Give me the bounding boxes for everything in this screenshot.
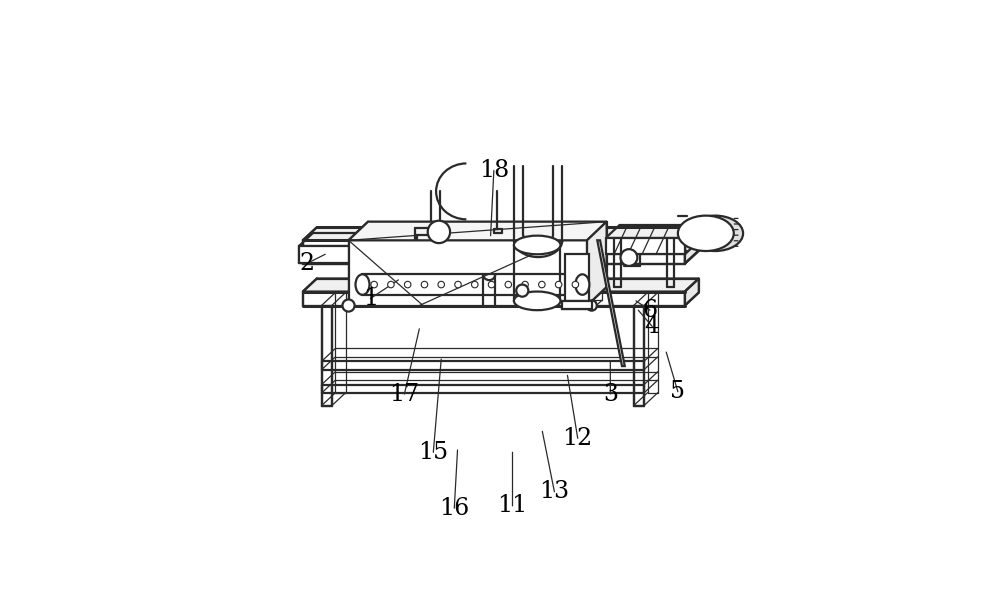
Text: 11: 11	[497, 494, 528, 517]
Circle shape	[455, 281, 461, 288]
Circle shape	[505, 281, 512, 288]
Ellipse shape	[575, 274, 589, 295]
Text: 17: 17	[389, 382, 419, 405]
Text: 4: 4	[645, 315, 660, 338]
Circle shape	[572, 281, 579, 288]
Bar	[562, 301, 592, 309]
Ellipse shape	[356, 274, 369, 295]
Circle shape	[516, 284, 528, 296]
Text: 3: 3	[603, 382, 618, 405]
Polygon shape	[685, 227, 699, 264]
Text: 1: 1	[363, 287, 378, 310]
Ellipse shape	[678, 215, 734, 251]
Circle shape	[555, 281, 562, 288]
Polygon shape	[303, 292, 685, 306]
Polygon shape	[565, 254, 589, 301]
Circle shape	[404, 281, 411, 288]
Circle shape	[587, 301, 597, 310]
Polygon shape	[587, 221, 607, 306]
Circle shape	[488, 281, 495, 288]
Circle shape	[421, 281, 428, 288]
Text: 5: 5	[670, 380, 685, 403]
Polygon shape	[303, 227, 699, 240]
Circle shape	[621, 249, 637, 266]
Polygon shape	[349, 240, 587, 306]
Circle shape	[371, 281, 377, 288]
Polygon shape	[349, 221, 607, 240]
Circle shape	[472, 281, 478, 288]
Text: 18: 18	[479, 159, 509, 182]
Text: 2: 2	[299, 252, 314, 275]
Polygon shape	[303, 240, 685, 264]
Ellipse shape	[514, 235, 560, 254]
Polygon shape	[685, 278, 699, 306]
Polygon shape	[597, 240, 625, 366]
Text: 13: 13	[539, 480, 569, 503]
Polygon shape	[303, 278, 699, 292]
Polygon shape	[299, 246, 349, 263]
Ellipse shape	[514, 292, 560, 310]
Text: 16: 16	[439, 497, 469, 520]
Polygon shape	[606, 238, 685, 254]
Ellipse shape	[687, 215, 743, 251]
Text: 12: 12	[563, 427, 593, 450]
Circle shape	[522, 281, 528, 288]
Bar	[634, 306, 644, 406]
Text: 15: 15	[418, 441, 448, 464]
Circle shape	[342, 299, 355, 312]
Text: 6: 6	[642, 299, 657, 322]
Circle shape	[438, 281, 444, 288]
Circle shape	[539, 281, 545, 288]
Circle shape	[388, 281, 394, 288]
Bar	[322, 306, 332, 406]
Circle shape	[428, 221, 450, 243]
